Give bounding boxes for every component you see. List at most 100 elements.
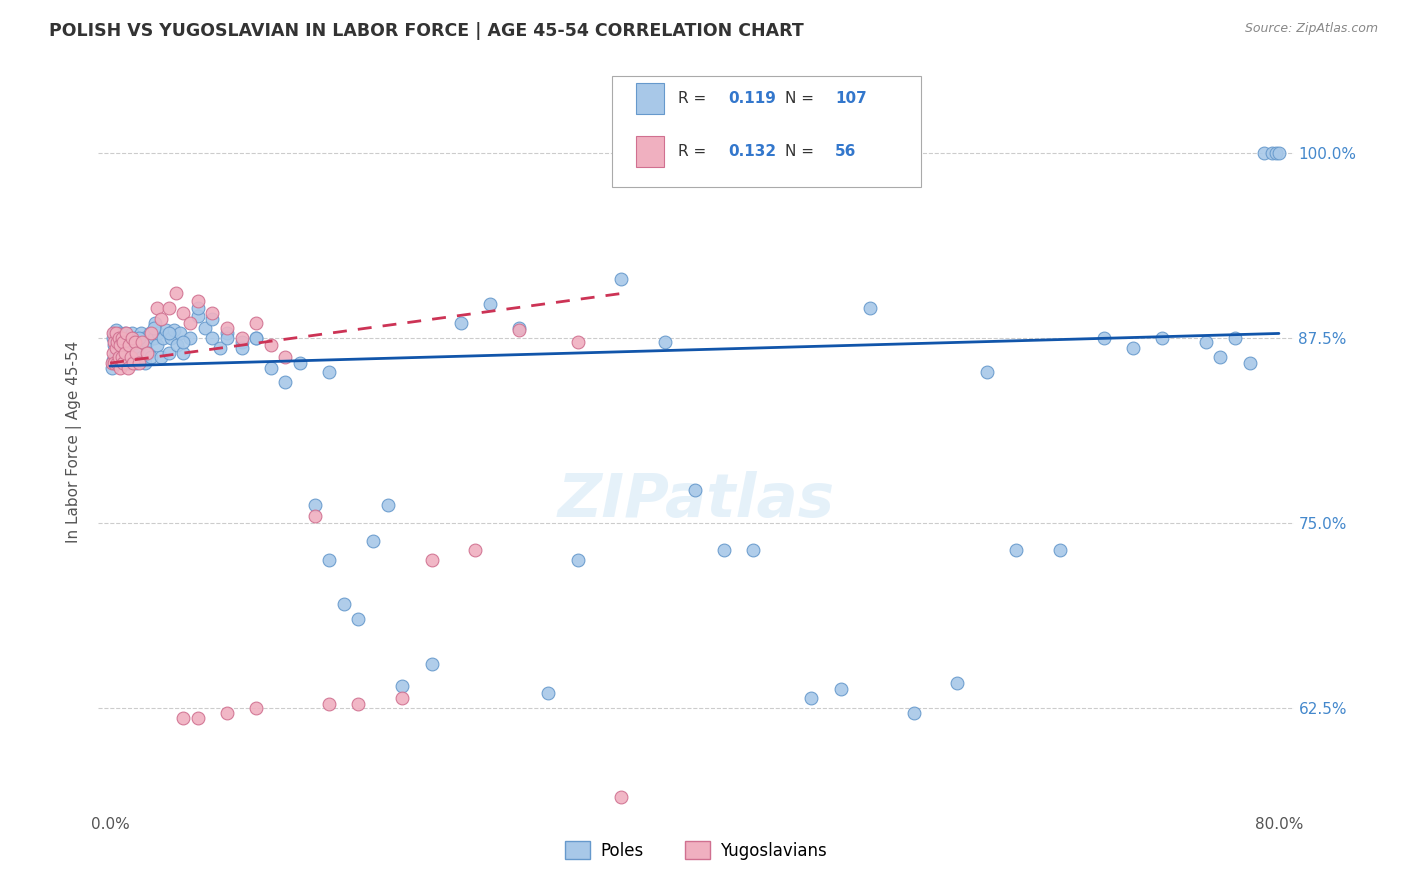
Text: ZIPatlas: ZIPatlas xyxy=(557,471,835,530)
Point xyxy=(114,326,136,341)
Point xyxy=(150,311,173,326)
Point xyxy=(215,706,238,720)
Point xyxy=(101,353,124,368)
Point xyxy=(108,341,131,355)
Point xyxy=(215,331,238,345)
Point xyxy=(118,338,141,352)
Point xyxy=(420,553,443,567)
Point xyxy=(318,553,340,567)
Point xyxy=(508,324,530,338)
Text: Source: ZipAtlas.com: Source: ZipAtlas.com xyxy=(1244,22,1378,36)
Point xyxy=(132,331,155,345)
Point xyxy=(131,350,153,364)
Point xyxy=(304,508,326,523)
Point xyxy=(108,350,131,364)
Point xyxy=(208,341,231,355)
Point xyxy=(288,356,311,370)
Point xyxy=(157,326,180,341)
Point xyxy=(172,711,194,725)
Point xyxy=(179,331,201,345)
Point xyxy=(104,345,127,359)
Point xyxy=(117,360,139,375)
Point xyxy=(142,331,165,345)
Point xyxy=(139,350,162,364)
Legend: Poles, Yugoslavians: Poles, Yugoslavians xyxy=(558,835,834,866)
Point xyxy=(129,326,152,341)
Point xyxy=(107,335,129,350)
Point xyxy=(114,345,136,359)
Point xyxy=(111,331,134,345)
Point xyxy=(450,316,472,330)
Point xyxy=(110,326,132,341)
Point xyxy=(134,356,156,370)
Point xyxy=(146,301,169,316)
Point xyxy=(110,360,132,375)
Point xyxy=(122,356,145,370)
Point xyxy=(318,365,340,379)
Point xyxy=(160,331,183,345)
Point xyxy=(112,335,135,350)
Point xyxy=(713,542,735,557)
Point xyxy=(347,697,370,711)
Point xyxy=(165,286,187,301)
Point xyxy=(100,356,122,370)
Point xyxy=(231,335,253,350)
Point xyxy=(187,309,209,323)
Point xyxy=(117,356,139,370)
Point xyxy=(377,498,399,512)
Point xyxy=(142,320,165,334)
Point xyxy=(125,345,148,359)
Point xyxy=(111,350,134,364)
Point xyxy=(139,326,162,341)
Point xyxy=(135,345,157,359)
Point xyxy=(121,326,143,341)
Point xyxy=(101,331,124,345)
Point xyxy=(391,679,413,693)
Point xyxy=(172,345,194,359)
Point xyxy=(800,690,823,705)
Point xyxy=(1223,331,1246,345)
Point xyxy=(118,331,141,345)
Point xyxy=(1092,331,1115,345)
Text: R =: R = xyxy=(678,91,711,106)
Point xyxy=(110,350,132,364)
Point xyxy=(169,326,191,341)
Point xyxy=(610,789,633,804)
Point xyxy=(304,498,326,512)
Point xyxy=(245,331,267,345)
Y-axis label: In Labor Force | Age 45-54: In Labor Force | Age 45-54 xyxy=(66,341,83,542)
Point xyxy=(107,356,129,370)
Point xyxy=(1268,145,1291,160)
Text: 56: 56 xyxy=(835,144,856,159)
Point xyxy=(112,335,135,350)
Point xyxy=(508,320,530,334)
Point xyxy=(128,356,150,370)
Point xyxy=(567,553,589,567)
Text: 0.119: 0.119 xyxy=(728,91,776,106)
Point xyxy=(166,338,188,352)
Point xyxy=(201,331,224,345)
Point xyxy=(537,686,560,700)
Point xyxy=(101,326,124,341)
Point xyxy=(1253,145,1275,160)
Point xyxy=(274,350,297,364)
Point xyxy=(115,326,138,341)
Point xyxy=(138,326,160,341)
Point xyxy=(683,483,706,498)
Point xyxy=(108,331,131,345)
Point xyxy=(120,350,142,364)
Point xyxy=(104,341,127,355)
Point xyxy=(1150,331,1173,345)
Point xyxy=(1265,145,1288,160)
Point xyxy=(101,345,124,359)
Point xyxy=(110,338,132,352)
Point xyxy=(201,311,224,326)
Point xyxy=(152,331,174,345)
Point xyxy=(172,335,194,350)
Point xyxy=(1195,335,1218,350)
Point xyxy=(124,331,146,345)
Point xyxy=(146,338,169,352)
Point xyxy=(1209,350,1232,364)
Point xyxy=(122,350,145,364)
Point xyxy=(145,316,167,330)
